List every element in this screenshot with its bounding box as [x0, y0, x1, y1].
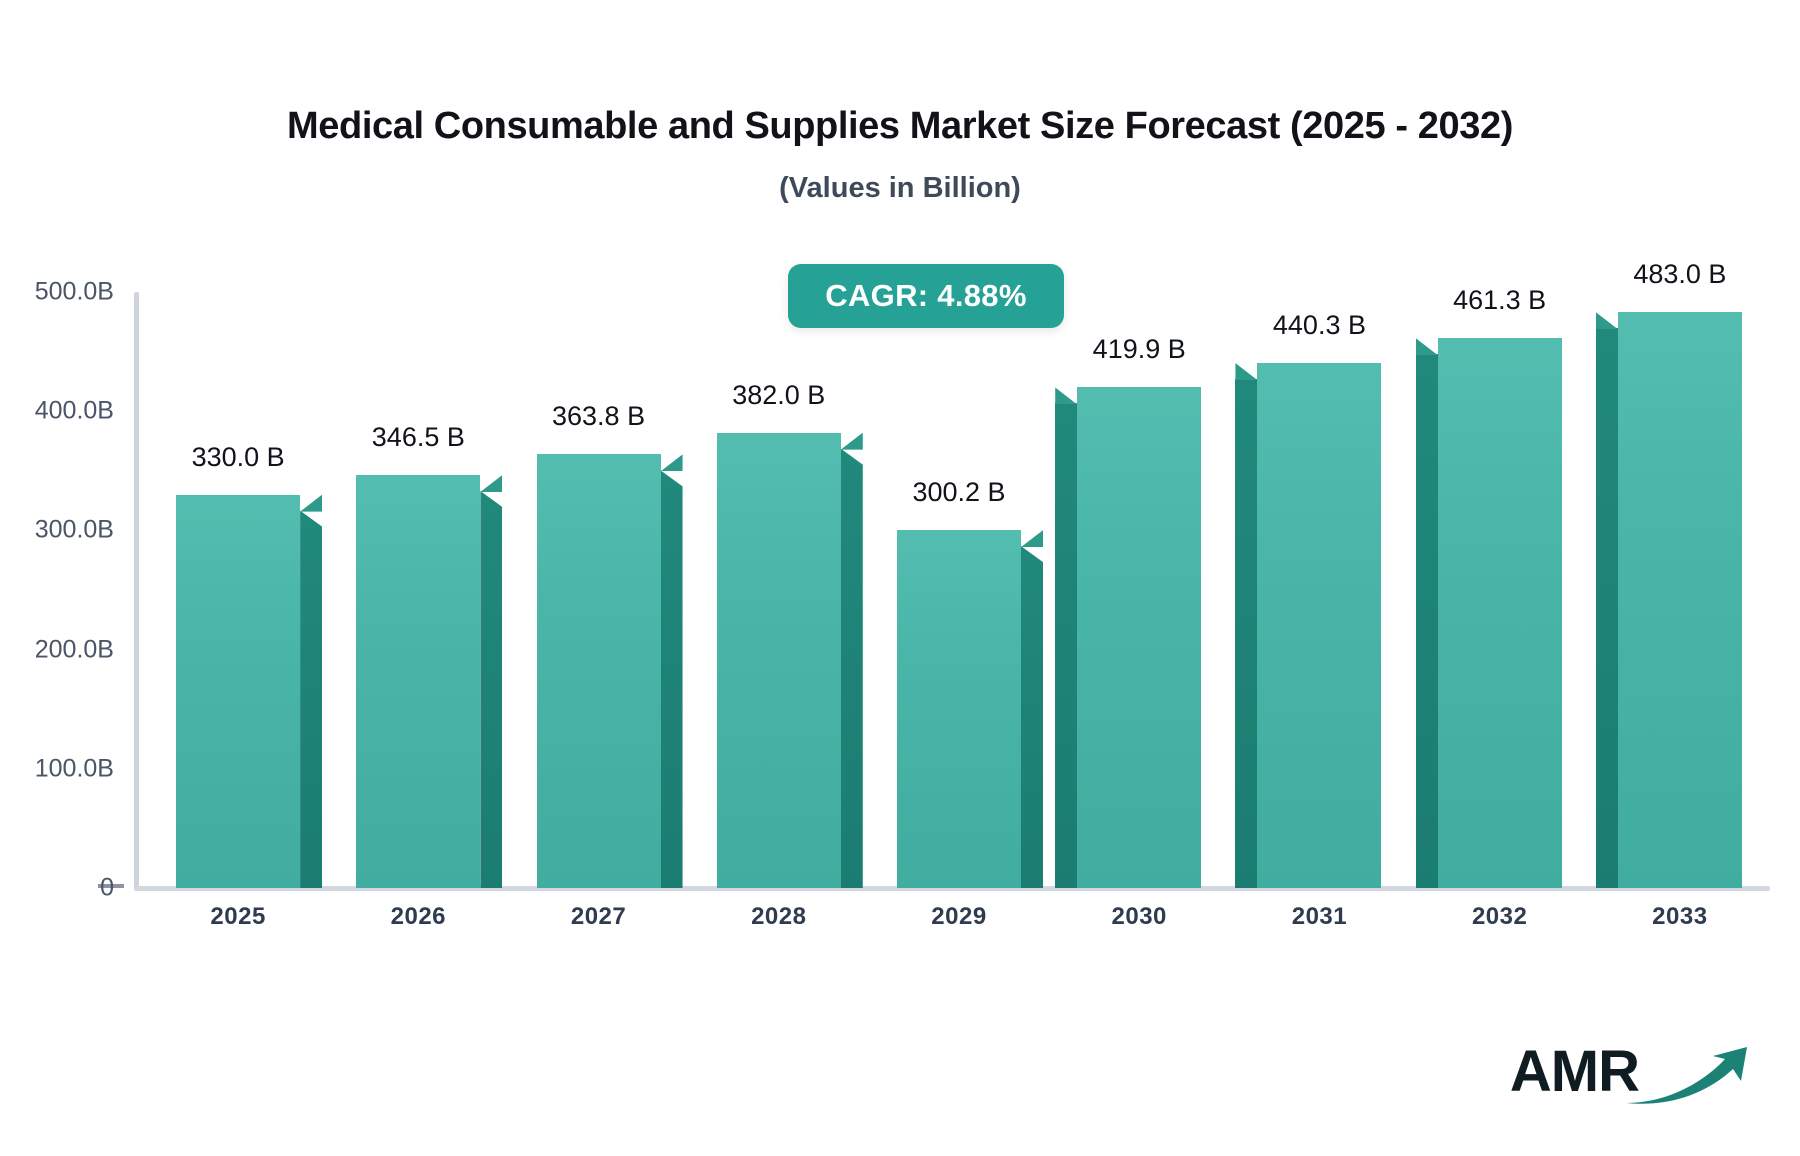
x-axis-tick-2033: 2033	[1652, 903, 1708, 930]
bar-top-face	[660, 454, 683, 472]
bar-side-face	[1055, 403, 1078, 888]
y-axis-tick-label: 500.0B	[34, 277, 114, 306]
x-axis-tick-2030: 2030	[1111, 903, 1167, 930]
bar-side-face	[660, 470, 683, 888]
bar-value-label: 300.2 B	[912, 477, 1006, 508]
bar-top-face	[1235, 363, 1258, 381]
bar-top-face	[1021, 530, 1043, 548]
y-axis-tick-label: 100.0B	[34, 754, 114, 783]
growth-arrow-icon	[1627, 1047, 1747, 1104]
bar-body	[1595, 312, 1742, 888]
bar-front-face	[1437, 338, 1562, 888]
x-axis-line	[134, 886, 1770, 891]
x-axis-tick-2028: 2028	[751, 903, 807, 930]
bar-side-face	[1415, 354, 1438, 888]
x-axis-tick-2029: 2029	[931, 903, 987, 930]
bar-top-face	[300, 494, 323, 512]
bar-front-face	[1257, 363, 1382, 888]
bar-value-label: 382.0 B	[732, 379, 826, 410]
bar-value-label: 330.0 B	[191, 441, 285, 472]
bar-front-face	[897, 530, 1021, 888]
x-axis-tick-2031: 2031	[1291, 903, 1348, 930]
y-axis-tick-label: 200.0B	[34, 635, 114, 664]
bar-top-face	[1595, 312, 1618, 330]
bar-value-label: 483.0 B	[1633, 259, 1727, 290]
amr-wordmark: AMR	[1509, 1039, 1640, 1104]
bar-top-face	[1415, 338, 1438, 356]
bar-body	[716, 432, 863, 888]
x-axis-tick-2032: 2032	[1471, 903, 1528, 930]
x-axis-tick-2025: 2025	[210, 903, 266, 930]
cagr-badge-label: CAGR: 4.88%	[825, 278, 1027, 313]
x-axis-tick-2026: 2026	[390, 903, 447, 930]
amr-logo: AMR	[1509, 1031, 1755, 1104]
bar-value-label: 346.5 B	[371, 421, 465, 452]
cagr-badge: CAGR: 4.88%	[788, 264, 1064, 328]
bar-front-face	[356, 474, 481, 888]
bar-front-face	[176, 494, 301, 888]
bar-body	[1415, 338, 1562, 888]
bar-top-face	[480, 474, 503, 492]
x-axis-tick-2027: 2027	[570, 903, 627, 930]
bar-top-face	[840, 432, 863, 450]
bar-side-face	[1021, 546, 1043, 888]
bar-body	[1055, 387, 1202, 888]
bar-top-face	[1055, 387, 1078, 405]
y-axis-tick-label: 0	[100, 873, 114, 902]
bar-side-face	[840, 448, 863, 888]
bar-value-label: 363.8 B	[552, 401, 646, 432]
bar-front-face	[716, 432, 841, 888]
page-title: Medical Consumable and Supplies Market S…	[287, 105, 1513, 147]
bar-front-face	[536, 454, 661, 888]
bar-value-label: 461.3 B	[1453, 285, 1547, 316]
y-axis-zero-tick	[98, 884, 124, 888]
bar-body	[176, 494, 323, 888]
y-axis-tick-label: 400.0B	[34, 396, 114, 425]
bar-value-label: 440.3 B	[1272, 310, 1366, 341]
y-axis-line	[134, 292, 139, 890]
bar-front-face	[1617, 312, 1742, 888]
bar-value-label: 419.9 B	[1092, 334, 1186, 365]
bar-side-face	[1595, 328, 1618, 888]
bar-front-face	[1077, 387, 1202, 888]
y-axis-tick-label: 300.0B	[34, 515, 114, 544]
bar-body	[1235, 363, 1382, 888]
bar-side-face	[1235, 379, 1258, 888]
chart-subtitle: (Values in Billion)	[779, 172, 1021, 204]
bar-body	[536, 454, 683, 888]
bar-body	[897, 530, 1043, 888]
bar-side-face	[300, 510, 323, 888]
bar-side-face	[480, 490, 503, 888]
bar-body	[356, 474, 503, 888]
